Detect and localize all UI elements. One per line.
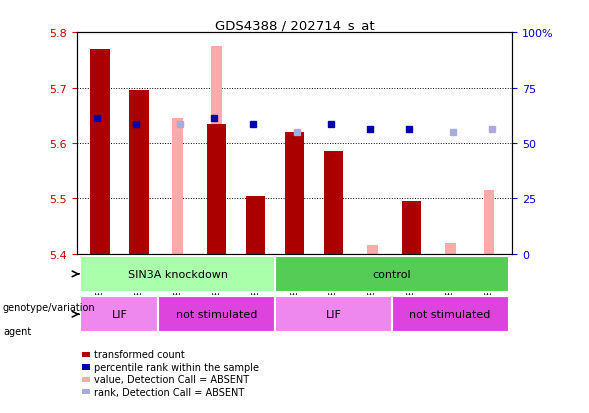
Bar — [367, 246, 378, 254]
Text: agent: agent — [3, 327, 31, 337]
Title: GDS4388 / 202714_s_at: GDS4388 / 202714_s_at — [214, 19, 375, 32]
Bar — [406, 202, 416, 254]
Bar — [129, 91, 148, 254]
Bar — [445, 243, 455, 254]
Bar — [158, 297, 275, 332]
Text: genotype/variation: genotype/variation — [3, 303, 95, 313]
Bar — [402, 202, 421, 254]
Bar — [81, 256, 275, 292]
Text: transformed count: transformed count — [94, 349, 185, 360]
Bar — [275, 256, 508, 292]
Text: LIF: LIF — [326, 309, 342, 319]
Text: control: control — [372, 269, 411, 279]
Text: value, Detection Call = ABSENT: value, Detection Call = ABSENT — [94, 374, 249, 385]
Bar — [207, 124, 226, 254]
Bar — [484, 190, 494, 254]
Bar — [173, 119, 183, 254]
Bar — [250, 196, 261, 254]
Bar — [81, 297, 158, 332]
Bar — [90, 50, 110, 254]
Bar — [211, 47, 222, 254]
Text: percentile rank within the sample: percentile rank within the sample — [94, 362, 259, 372]
Text: SIN3A knockdown: SIN3A knockdown — [128, 269, 228, 279]
Text: not stimulated: not stimulated — [409, 309, 491, 319]
Text: not stimulated: not stimulated — [176, 309, 257, 319]
Bar — [275, 297, 392, 332]
Text: rank, Detection Call = ABSENT: rank, Detection Call = ABSENT — [94, 387, 244, 397]
Text: LIF: LIF — [111, 309, 127, 319]
Bar — [284, 133, 305, 254]
Bar — [324, 152, 343, 254]
Bar — [392, 297, 508, 332]
Bar — [246, 196, 265, 254]
